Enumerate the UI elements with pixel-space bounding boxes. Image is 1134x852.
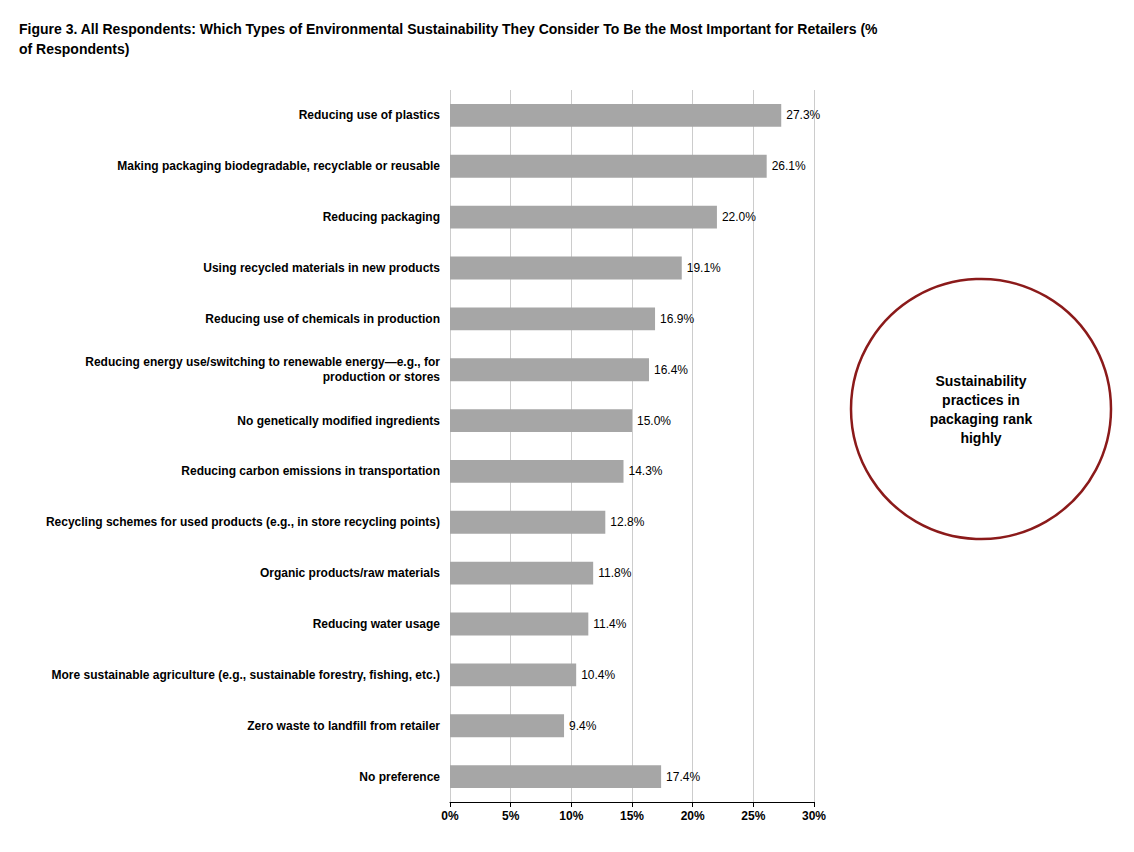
svg-text:No genetically modified ingred: No genetically modified ingredients [237,414,440,428]
svg-text:Reducing use of plastics: Reducing use of plastics [299,108,441,122]
svg-text:26.1%: 26.1% [772,159,806,173]
svg-text:12.8%: 12.8% [610,515,644,529]
svg-text:Reducing packaging: Reducing packaging [323,210,440,224]
svg-text:16.4%: 16.4% [654,363,688,377]
svg-text:Recycling schemes for used pro: Recycling schemes for used products (e.g… [46,515,440,529]
svg-text:Using recycled materials in ne: Using recycled materials in new products [203,261,440,275]
svg-text:14.3%: 14.3% [629,464,663,478]
svg-text:30%: 30% [802,809,826,823]
svg-text:Reducing water usage: Reducing water usage [313,617,441,631]
svg-text:Reducing carbon emissions in t: Reducing carbon emissions in transportat… [181,464,440,478]
svg-text:20%: 20% [681,809,705,823]
svg-text:25%: 25% [741,809,765,823]
svg-text:10%: 10% [559,809,583,823]
svg-text:Figure 3. All Respondents: Whi: Figure 3. All Respondents: Which Types o… [19,21,878,37]
svg-text:Organic products/raw materials: Organic products/raw materials [260,566,440,580]
svg-text:17.4%: 17.4% [666,770,700,784]
svg-text:15.0%: 15.0% [637,414,671,428]
svg-text:15%: 15% [620,809,644,823]
svg-text:19.1%: 19.1% [687,261,721,275]
svg-text:practices in: practices in [942,392,1020,408]
svg-text:packaging rank: packaging rank [930,411,1033,427]
svg-text:Making packaging biodegradable: Making packaging biodegradable, recyclab… [117,159,440,173]
svg-text:22.0%: 22.0% [722,210,756,224]
svg-text:10.4%: 10.4% [581,668,615,682]
svg-text:11.8%: 11.8% [598,566,631,580]
svg-text:0%: 0% [441,809,459,823]
svg-text:Reducing energy use/switching: Reducing energy use/switching to renewab… [85,355,440,369]
svg-text:16.9%: 16.9% [660,312,694,326]
svg-text:Sustainability: Sustainability [935,373,1026,389]
svg-text:11.4%: 11.4% [593,617,626,631]
svg-text:27.3%: 27.3% [786,108,820,122]
svg-text:Reducing use of chemicals in p: Reducing use of chemicals in production [205,312,440,326]
svg-text:More sustainable agriculture (: More sustainable agriculture (e.g., sust… [51,668,440,682]
svg-text:No preference: No preference [359,770,440,784]
svg-text:of Respondents): of Respondents) [19,41,129,57]
svg-text:5%: 5% [502,809,520,823]
svg-text:Zero waste to landfill from re: Zero waste to landfill from retailer [247,719,440,733]
svg-text:9.4%: 9.4% [569,719,597,733]
svg-text:highly: highly [960,430,1001,446]
svg-text:production or stores: production or stores [323,370,441,384]
